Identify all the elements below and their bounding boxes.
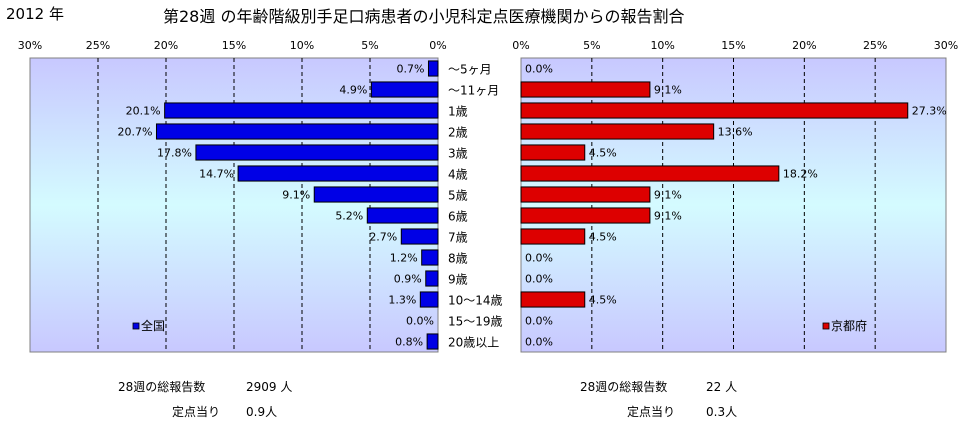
bar (421, 249, 439, 266)
bar (520, 186, 651, 203)
bar (237, 165, 439, 182)
national-per-value: 0.9人 (246, 405, 278, 419)
data-label: 0.0% (525, 273, 553, 286)
category-label: 6歳 (448, 210, 468, 224)
legend-swatch (822, 322, 830, 330)
data-label: 9.1% (654, 210, 682, 223)
bar (520, 228, 586, 245)
x-tick-label: 5% (583, 39, 600, 52)
data-label: 0.0% (525, 252, 553, 265)
x-tick-label: 15% (222, 39, 246, 52)
category-label: 4歳 (448, 168, 468, 182)
data-label: 0.0% (525, 336, 553, 349)
data-label: 0.0% (406, 315, 434, 328)
x-tick-label: 10% (650, 39, 674, 52)
data-label: 9.1% (282, 189, 310, 202)
bar (520, 207, 651, 224)
national-per-label: 定点当り (172, 405, 221, 419)
age-category-labels: ～5ヶ月 ～11ヶ月 1歳 2歳 3歳 4歳 5歳 6歳 7歳 8歳 9歳 10～14歳 15～19歳 2… (448, 63, 503, 350)
x-tick-label: 5% (361, 39, 378, 52)
bar (520, 165, 780, 182)
bar (370, 81, 439, 98)
legend-label: 全国 (141, 318, 165, 333)
data-label: 14.7% (199, 168, 234, 181)
bar (520, 81, 651, 98)
data-label: 4.5% (589, 294, 617, 307)
x-tick-label: 30% (934, 39, 958, 52)
data-label: 0.9% (394, 273, 422, 286)
data-label: 2.7% (369, 231, 397, 244)
category-label: ～5ヶ月 (448, 63, 492, 77)
data-label: 4.9% (339, 84, 367, 97)
bar (520, 123, 715, 140)
data-label: 1.3% (388, 294, 416, 307)
data-label: 9.1% (654, 84, 682, 97)
category-label: ～11ヶ月 (448, 84, 499, 98)
data-label: 1.2% (390, 252, 418, 265)
category-label: 1歳 (448, 105, 468, 119)
bar (427, 60, 439, 77)
category-label: 9歳 (448, 273, 468, 287)
x-tick-label: 15% (721, 39, 745, 52)
category-label: 8歳 (448, 252, 468, 266)
data-label: 0.8% (395, 336, 423, 349)
category-label: 10～14歳 (448, 294, 503, 308)
bar (400, 228, 439, 245)
x-tick-label: 20% (792, 39, 816, 52)
data-label: 9.1% (654, 189, 682, 202)
bar (426, 333, 439, 350)
bar (313, 186, 439, 203)
category-label: 15～19歳 (448, 315, 503, 329)
chart-year: 2012 年 (6, 5, 64, 23)
category-label: 7歳 (448, 231, 468, 245)
x-tick-label: 0% (512, 39, 529, 52)
bar (195, 144, 439, 161)
legend-swatch (132, 322, 140, 330)
kyoto-total-label: 28週の総報告数 (580, 380, 668, 394)
category-label: 3歳 (448, 147, 468, 161)
data-label: 27.3% (912, 105, 947, 118)
data-label: 13.6% (718, 126, 753, 139)
legend-label: 京都府 (831, 318, 867, 333)
x-tick-label: 20% (154, 39, 178, 52)
data-label: 20.1% (126, 105, 161, 118)
data-label: 20.7% (118, 126, 153, 139)
bar (164, 102, 439, 119)
data-label: 18.2% (783, 168, 818, 181)
kyoto-per-label: 定点当り (627, 405, 676, 419)
national-total-label: 28週の総報告数 (118, 380, 206, 394)
data-label: 4.5% (589, 147, 617, 160)
bar (366, 207, 439, 224)
bar (520, 291, 586, 308)
x-tick-label: 25% (86, 39, 110, 52)
bar (419, 291, 439, 308)
chart-title: 第28週 の年齢階級別手足口病患者の小児科定点医療機関からの報告割合 (163, 7, 685, 26)
data-label: 0.7% (397, 63, 425, 76)
x-tick-label: 30% (18, 39, 42, 52)
data-label: 4.5% (589, 231, 617, 244)
x-tick-label: 25% (863, 39, 887, 52)
data-label: 0.0% (525, 315, 553, 328)
x-tick-label: 0% (429, 39, 446, 52)
national-panel: 30% 25% 20% 15% 10% 5% 0% 0.7% 4.9% 20.1% 20.7% 17.… (18, 39, 447, 353)
national-total-value: 2909 人 (246, 380, 293, 394)
category-label: 5歳 (448, 189, 468, 203)
data-label: 0.0% (525, 63, 553, 76)
bar (155, 123, 439, 140)
kyoto-total-value: 22 人 (706, 380, 738, 394)
bar (425, 270, 439, 287)
kyoto-per-value: 0.3人 (706, 405, 738, 419)
data-label: 17.8% (157, 147, 192, 160)
data-label: 5.2% (335, 210, 363, 223)
category-label: 20歳以上 (448, 336, 499, 350)
category-label: 2歳 (448, 126, 468, 140)
x-tick-label: 10% (290, 39, 314, 52)
bar (520, 102, 909, 119)
kyoto-panel: 0% 5% 10% 15% 20% 25% 30% 0.0% 9.1% 27.3% 13.6% 4.5… (512, 39, 958, 353)
bar (520, 144, 586, 161)
